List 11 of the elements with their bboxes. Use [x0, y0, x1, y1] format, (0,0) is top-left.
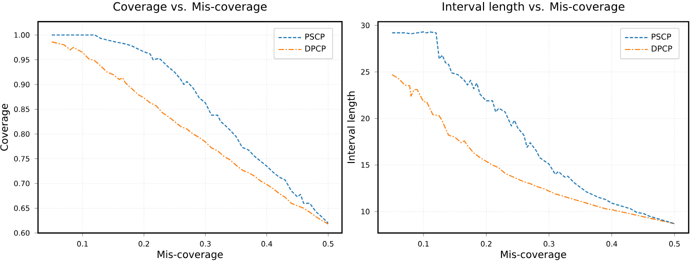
chart-title: Coverage vs. Mis-coverage	[113, 2, 267, 13]
x-axis-title: Mis-coverage	[500, 250, 566, 260]
y-axis-title: Interval length	[347, 92, 357, 164]
legend-label: PSCP	[652, 34, 672, 40]
line-series	[392, 31, 676, 224]
legend-label: DPCP	[305, 46, 326, 52]
x-axis-title: Mis-coverage	[158, 250, 223, 260]
chart-title: Interval length vs. Mis-coverage	[442, 2, 624, 13]
y-axis-title: Coverage	[0, 104, 10, 151]
legend-label: DPCP	[652, 46, 672, 52]
legend-label: PSCP	[305, 34, 325, 40]
